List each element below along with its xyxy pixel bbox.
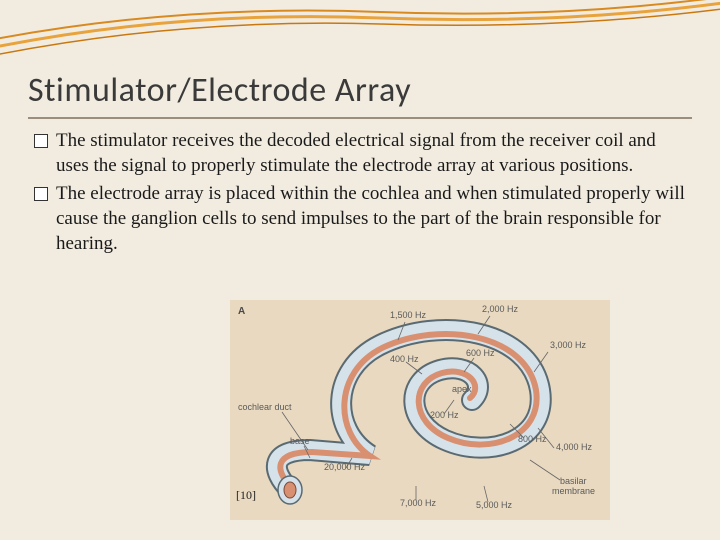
svg-text:200 Hz: 200 Hz: [430, 410, 459, 420]
panel-label: A: [238, 306, 245, 317]
svg-text:base: base: [290, 436, 310, 446]
slide-content: Stimulator/Electrode Array The stimulato…: [0, 0, 720, 280]
figure-citation: [10]: [236, 488, 256, 503]
svg-text:20,000 Hz: 20,000 Hz: [324, 462, 366, 472]
svg-text:2,000 Hz: 2,000 Hz: [482, 304, 519, 314]
svg-text:3,000 Hz: 3,000 Hz: [550, 340, 587, 350]
svg-text:cochlear duct: cochlear duct: [238, 402, 292, 412]
svg-text:apex: apex: [452, 384, 472, 394]
svg-text:1,500 Hz: 1,500 Hz: [390, 310, 427, 320]
svg-text:600 Hz: 600 Hz: [466, 348, 495, 358]
svg-text:5,000 Hz: 5,000 Hz: [476, 500, 513, 510]
slide-title: Stimulator/Electrode Array: [28, 70, 692, 119]
cochlea-figure: A 1,: [230, 300, 610, 520]
svg-text:membrane: membrane: [552, 486, 595, 496]
svg-text:4,000 Hz: 4,000 Hz: [556, 442, 593, 452]
svg-text:400 Hz: 400 Hz: [390, 354, 419, 364]
bullet-list: The stimulator receives the decoded elec…: [28, 129, 692, 256]
svg-text:800 Hz: 800 Hz: [518, 434, 547, 444]
bullet-item: The stimulator receives the decoded elec…: [34, 129, 686, 178]
bullet-item: The electrode array is placed within the…: [34, 182, 686, 256]
svg-text:basilar: basilar: [560, 476, 587, 486]
svg-text:7,000 Hz: 7,000 Hz: [400, 498, 437, 508]
